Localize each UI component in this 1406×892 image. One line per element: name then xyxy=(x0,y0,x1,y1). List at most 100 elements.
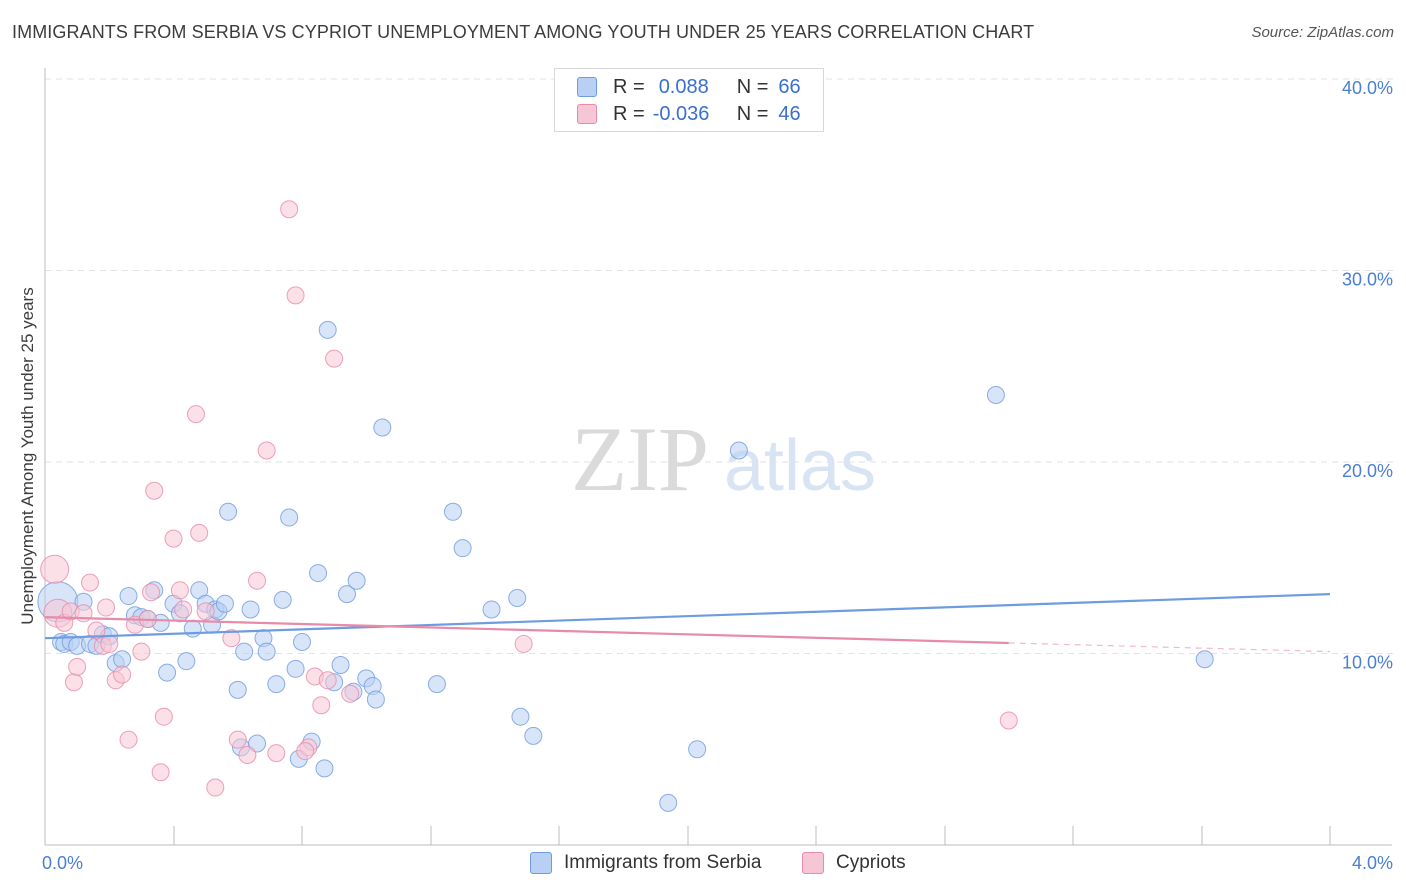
point-serbia xyxy=(215,594,234,613)
point-serbia xyxy=(273,590,292,609)
n-label: N = xyxy=(736,75,769,98)
point-serbia xyxy=(228,680,247,699)
point-cypriots xyxy=(280,200,299,219)
point-cypriots xyxy=(286,286,305,305)
point-serbia xyxy=(280,508,299,527)
watermark-atlas: atlas xyxy=(724,426,876,506)
point-cypriots xyxy=(325,349,344,368)
y-tick-label: 30.0% xyxy=(1342,270,1393,290)
point-cypriots xyxy=(154,707,173,726)
point-cypriots xyxy=(151,763,170,782)
point-cypriots xyxy=(68,657,87,676)
trend-lines xyxy=(44,593,1331,653)
point-serbia xyxy=(688,740,707,759)
r-label: R = xyxy=(613,75,645,98)
point-cypriots xyxy=(267,744,286,763)
point-serbia xyxy=(482,600,501,619)
legend-swatch-cypriots xyxy=(802,852,824,874)
point-cypriots xyxy=(257,441,276,460)
point-serbia xyxy=(267,675,286,694)
point-serbia xyxy=(257,642,276,661)
point-cypriots xyxy=(170,581,189,600)
legend-label-cypriots: Cypriots xyxy=(836,852,906,873)
point-serbia xyxy=(241,600,260,619)
point-cypriots xyxy=(999,711,1018,730)
point-serbia xyxy=(337,585,356,604)
point-cypriots xyxy=(514,634,533,653)
axes xyxy=(44,68,1392,846)
point-serbia xyxy=(511,707,530,726)
point-serbia xyxy=(119,587,138,606)
point-serbia xyxy=(508,588,527,607)
point-cypriots xyxy=(164,529,183,548)
point-cypriots xyxy=(341,684,360,703)
legend-row-cypriots: R = -0.036 N = 46 xyxy=(577,102,801,126)
point-cypriots xyxy=(64,673,83,692)
legend-item-cypriots: Cypriots xyxy=(802,852,906,874)
chart-title: IMMIGRANTS FROM SERBIA VS CYPRIOT UNEMPL… xyxy=(12,22,1035,42)
point-serbia xyxy=(659,793,678,812)
legend-row-serbia: R = 0.088 N = 66 xyxy=(577,75,801,99)
point-serbia xyxy=(729,441,748,460)
point-serbia xyxy=(986,385,1005,404)
point-serbia xyxy=(453,539,472,558)
point-cypriots xyxy=(80,573,99,592)
point-serbia xyxy=(286,659,305,678)
point-serbia xyxy=(331,655,350,674)
point-cypriots xyxy=(228,730,247,749)
x-tick-label: 4.0% xyxy=(1352,853,1393,873)
n-value: 46 xyxy=(778,102,801,125)
point-cypriots xyxy=(190,523,209,542)
point-serbia xyxy=(347,571,366,590)
point-cypriots xyxy=(87,621,106,640)
gridlines xyxy=(45,78,1395,654)
x-tick-label: 0.0% xyxy=(42,853,83,873)
point-cypriots xyxy=(238,745,257,764)
source-attribution: Source: ZipAtlas.com xyxy=(1251,24,1394,41)
point-cypriots xyxy=(100,634,119,653)
point-cypriots xyxy=(142,583,161,602)
point-cypriots xyxy=(296,742,315,761)
point-serbia xyxy=(235,642,254,661)
series-legend: Immigrants from Serbia Cypriots xyxy=(0,852,1406,878)
point-cypriots xyxy=(174,600,193,619)
legend-item-serbia: Immigrants from Serbia xyxy=(530,852,761,874)
point-serbia xyxy=(219,502,238,521)
point-serbia xyxy=(318,320,337,339)
point-serbia xyxy=(248,734,267,753)
point-cypriots xyxy=(113,665,132,684)
point-serbia xyxy=(1195,650,1214,669)
data-points xyxy=(37,200,1214,812)
point-cypriots xyxy=(196,602,215,621)
stats-legend: R = 0.088 N = 66 R = -0.036 N = 46 xyxy=(554,68,824,132)
point-cypriots xyxy=(222,629,241,648)
trend-line-serbia xyxy=(44,593,1331,640)
point-serbia xyxy=(366,690,385,709)
n-value: 66 xyxy=(778,75,801,98)
point-serbia xyxy=(315,759,334,778)
n-label: N = xyxy=(736,102,769,125)
trend-line-cypriots-dashed xyxy=(1008,642,1331,653)
point-serbia xyxy=(427,675,446,694)
point-serbia xyxy=(309,564,328,583)
point-serbia xyxy=(113,650,132,669)
point-cypriots xyxy=(312,696,331,715)
tick-labels: 10.0% 20.0% 30.0% 40.0% 0.0% 4.0% xyxy=(42,78,1393,873)
point-serbia xyxy=(373,418,392,437)
point-cypriots xyxy=(206,778,225,797)
watermark: ZIP atlas xyxy=(571,408,876,510)
point-serbia xyxy=(443,502,462,521)
point-serbia xyxy=(177,652,196,671)
point-cypriots xyxy=(97,598,116,617)
point-cypriots xyxy=(145,481,164,500)
point-cypriots xyxy=(40,554,70,584)
point-cypriots xyxy=(186,405,205,424)
y-tick-label: 10.0% xyxy=(1342,653,1393,673)
watermark-zip: ZIP xyxy=(571,408,709,510)
point-cypriots xyxy=(119,730,138,749)
r-value: -0.036 xyxy=(652,102,710,125)
y-tick-label: 40.0% xyxy=(1342,78,1393,98)
point-cypriots xyxy=(318,671,337,690)
point-serbia xyxy=(524,726,543,745)
